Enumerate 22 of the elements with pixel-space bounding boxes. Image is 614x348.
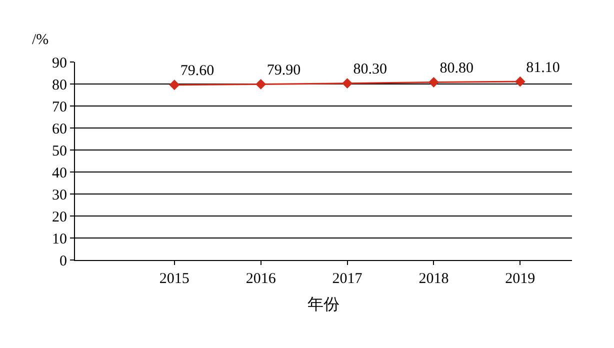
y-tick-label: 50	[52, 143, 67, 160]
y-axis-title: /%	[32, 32, 49, 48]
y-tick-label: 80	[52, 77, 67, 94]
y-tick-label: 70	[52, 99, 67, 116]
text: 79.90	[266, 62, 301, 78]
x-tick-label: 2015	[159, 271, 190, 287]
text: 80.30	[353, 62, 388, 78]
text: 81.10	[526, 60, 560, 76]
y-tick-label: 10	[52, 231, 67, 248]
x-tick-label: 2019	[505, 271, 536, 287]
text: 80.80	[440, 60, 474, 76]
x-tick-label: 2018	[418, 271, 449, 287]
y-tick-label: 30	[52, 187, 67, 204]
x-axis-title: 年份	[308, 296, 340, 314]
y-tick-label: 0	[60, 253, 67, 270]
x-tick-label: 2016	[246, 271, 276, 287]
y-tick-label: 60	[52, 121, 67, 138]
text: 79.60	[180, 63, 214, 80]
x-tick-label: 2017	[332, 271, 363, 287]
y-tick-label: 40	[52, 165, 67, 182]
y-tick-label: 20	[52, 209, 67, 226]
y-tick-label: 90	[52, 55, 67, 72]
